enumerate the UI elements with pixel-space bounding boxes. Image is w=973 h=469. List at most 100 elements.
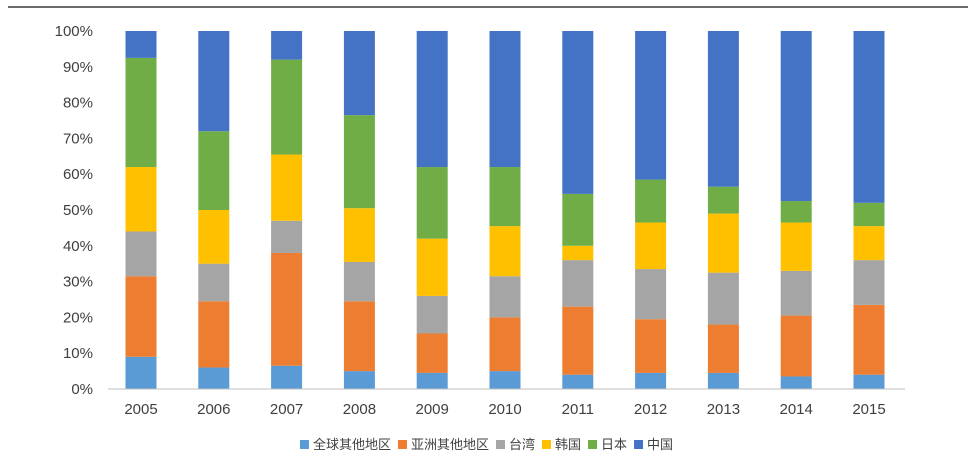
bar-segment-2007-5: [271, 31, 303, 60]
x-tick-label: 2015: [852, 401, 885, 418]
legend-swatch: [495, 440, 505, 449]
bar-segment-2015-1: [853, 304, 885, 375]
bar-segment-2007-3: [271, 154, 303, 221]
y-tick-label: 60%: [63, 166, 93, 183]
bar-segment-2008-4: [343, 115, 375, 209]
bars: [125, 31, 885, 389]
legend-label: 亚洲其他地区: [411, 438, 489, 453]
bar-segment-2011-3: [562, 245, 594, 261]
bar-segment-2007-1: [271, 252, 303, 366]
legend-swatch: [588, 440, 598, 449]
bar-segment-2005-2: [125, 231, 157, 277]
bar-segment-2014-3: [780, 222, 812, 271]
x-tick-label: 2006: [197, 401, 230, 418]
bar-segment-2013-4: [707, 186, 739, 214]
legend-label: 全球其他地区: [313, 437, 391, 453]
y-axis: 0% 10% 20% 30% 40% 50% 60% 70% 80% 90% 100%: [55, 23, 93, 398]
bar-segment-2011-4: [562, 193, 594, 246]
bar-segment-2013-1: [707, 324, 739, 373]
x-tick-label: 2007: [270, 401, 303, 418]
legend-label: 中国: [647, 438, 673, 453]
bar-segment-2015-4: [853, 202, 885, 227]
x-tick-label: 2011: [562, 401, 594, 418]
bar-segment-2008-2: [343, 261, 375, 302]
bar-segment-2005-5: [125, 31, 157, 58]
x-tick-label: 2014: [780, 401, 813, 418]
bar-segment-2006-5: [198, 31, 230, 132]
legend-swatch: [542, 440, 551, 449]
bar-segment-2006-3: [198, 210, 230, 264]
legend-swatch: [634, 440, 644, 449]
bar-segment-2009-0: [416, 372, 448, 389]
bar-segment-2010-2: [489, 276, 521, 318]
y-tick-label: 80%: [63, 95, 93, 112]
bar-segment-2013-3: [707, 213, 739, 273]
bar-segment-2011-1: [562, 306, 594, 375]
bar-segment-2010-1: [489, 317, 521, 372]
bar-segment-2005-0: [125, 356, 157, 389]
bar-segment-2006-4: [198, 131, 230, 210]
bar-segment-2013-2: [707, 272, 739, 325]
bar-segment-2013-0: [707, 372, 739, 389]
bar-segment-2012-0: [635, 372, 667, 389]
y-tick-label: 100%: [55, 23, 93, 40]
x-tick-label: 2012: [634, 401, 667, 418]
bar-segment-2010-3: [489, 226, 521, 277]
bar-segment-2011-0: [562, 374, 594, 389]
y-tick-label: 90%: [63, 59, 93, 76]
bar-segment-2006-2: [198, 263, 230, 302]
y-tick-label: 20%: [63, 309, 93, 326]
x-axis: 2005 2006 2007 2008 2009 2010 2011 2012 2013 2014…: [124, 401, 885, 418]
x-tick-label: 2008: [343, 401, 376, 418]
bar-segment-2015-3: [853, 226, 885, 261]
x-tick-label: 2013: [707, 401, 740, 418]
bar-segment-2005-4: [125, 57, 157, 168]
bar-segment-2008-5: [343, 31, 375, 116]
legend-label: 日本: [601, 438, 627, 453]
legend: 全球其他地区 亚洲其他地区 台湾 韩国 日本 中国: [299, 437, 673, 453]
bar-segment-2011-2: [562, 260, 594, 307]
bar-segment-2012-3: [635, 222, 667, 270]
x-tick-label: 2005: [124, 401, 157, 418]
bar-segment-2014-0: [780, 376, 812, 389]
bar-segment-2014-2: [780, 270, 812, 316]
x-tick-label: 2010: [488, 401, 521, 418]
bar-segment-2009-2: [416, 295, 448, 334]
bar-segment-2007-2: [271, 220, 303, 253]
y-tick-label: 30%: [63, 274, 93, 291]
bar-segment-2007-4: [271, 59, 303, 155]
legend-swatch: [299, 440, 309, 449]
y-tick-label: 70%: [63, 130, 93, 147]
bar-segment-2007-0: [271, 365, 303, 389]
x-tick-label: 2009: [416, 401, 449, 418]
bar-segment-2006-1: [198, 301, 230, 368]
bar-segment-2012-5: [635, 31, 667, 180]
bar-segment-2008-1: [343, 301, 375, 372]
bar-segment-2012-2: [635, 269, 667, 320]
bar-segment-2014-4: [780, 201, 812, 223]
bar-segment-2006-0: [198, 367, 230, 389]
bar-segment-2009-3: [416, 238, 448, 296]
bar-segment-2009-1: [416, 333, 448, 373]
y-tick-label: 0%: [71, 381, 93, 398]
bar-segment-2012-1: [635, 319, 667, 373]
bar-segment-2009-4: [416, 167, 448, 239]
legend-swatch: [397, 440, 407, 449]
bar-segment-2014-1: [780, 315, 812, 377]
legend-label: 韩国: [555, 438, 581, 453]
bar-segment-2015-5: [853, 31, 885, 203]
bar-segment-2015-0: [853, 374, 885, 389]
bar-segment-2013-5: [707, 31, 739, 187]
bar-segment-2010-4: [489, 167, 521, 227]
bar-segment-2008-0: [343, 371, 375, 389]
bar-segment-2005-1: [125, 276, 157, 357]
y-tick-label: 40%: [63, 238, 93, 255]
bar-segment-2012-4: [635, 179, 667, 223]
y-tick-label: 50%: [63, 202, 93, 219]
bar-segment-2014-5: [780, 31, 812, 202]
y-tick-label: 10%: [63, 345, 93, 362]
bar-segment-2010-5: [489, 31, 521, 168]
bar-segment-2011-5: [562, 31, 594, 194]
bar-segment-2009-5: [416, 31, 448, 168]
